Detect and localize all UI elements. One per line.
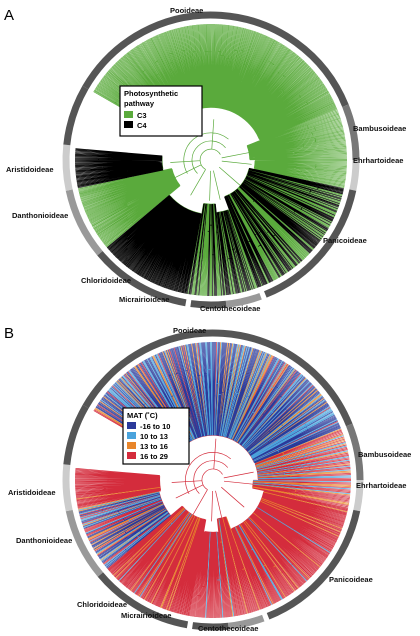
clade-ring-segment — [192, 622, 229, 631]
legend-title-a-line2: pathway — [124, 99, 155, 108]
clade-label-danthonioideae: Danthonioideae — [12, 211, 68, 220]
clade-ring-segment — [349, 159, 360, 191]
clade-label-aristidoideae-b: Aristidoideae — [8, 488, 56, 497]
clade-ring-segment — [190, 300, 227, 309]
clade-ring-segment — [227, 614, 265, 630]
clade-label-bambusoideae: Bambusoideae — [353, 124, 406, 133]
legend-b: MAT (˚C) -16 to 10 10 to 13 13 to 16 16 … — [122, 407, 190, 465]
clade-ring-segment — [346, 423, 364, 481]
clade-label-chloridoideae-b: Chloridoideae — [77, 600, 127, 609]
legend-label-mat-1: -16 to 10 — [140, 422, 170, 431]
clade-ring-segment — [62, 144, 73, 191]
clade-ring-segment — [97, 572, 189, 629]
clade-ring-b — [62, 329, 364, 631]
clade-ring-segment — [62, 464, 73, 512]
clade-label-ehrhartoideae-b: Ehrhartoideae — [356, 481, 406, 490]
clade-ring-segment — [353, 479, 364, 512]
clade-ring-segment — [65, 189, 103, 256]
clade-label-pooideae: Pooideae — [170, 6, 203, 15]
clade-label-aristidoideae: Aristidoideae — [6, 165, 54, 174]
clade-ring-segment — [225, 292, 262, 308]
legend-swatch-mat-3 — [127, 442, 136, 449]
clade-label-pooideae-b: Pooideae — [173, 326, 206, 335]
clade-ring-a — [62, 11, 360, 309]
legend-swatch-c4 — [124, 121, 133, 128]
panel-letter-b: B — [4, 325, 14, 342]
clade-label-centothecoideae-b: Centothecoideae — [198, 624, 258, 633]
clade-label-panicoideae: Panicoideae — [323, 236, 367, 245]
clade-label-micrairioideae-b: Micrairioideae — [121, 611, 171, 620]
clade-label-micrairioideae: Micrairioideae — [119, 295, 169, 304]
legend-box-a — [119, 85, 203, 137]
clade-label-bambusoideae-b: Bambusoideae — [358, 450, 411, 459]
clade-ring-segment — [264, 189, 357, 298]
legend-label-mat-4: 16 to 29 — [140, 452, 168, 461]
tree-b — [74, 341, 352, 619]
panel-a: A Pooideae Bambusoideae Ehrhartoideae Pa… — [4, 6, 406, 313]
legend-title-b: MAT (˚C) — [127, 411, 158, 420]
legend-label-c3: C3 — [137, 111, 147, 120]
legend-swatch-mat-2 — [127, 432, 136, 439]
clade-ring-segment — [82, 11, 349, 107]
clade-ring-segment — [266, 509, 361, 620]
clade-ring-segment — [342, 104, 360, 161]
tree-branches — [74, 148, 344, 297]
clade-ring-segment — [63, 404, 89, 466]
legend-a: Photosynthetic pathway C3 C4 — [119, 85, 203, 137]
clade-ring-segment — [65, 509, 104, 577]
legend-swatch-mat-4 — [127, 452, 136, 459]
legend-swatch-mat-1 — [127, 422, 136, 429]
clade-ring-segment — [82, 329, 353, 427]
clade-label-ehrhartoideae: Ehrhartoideae — [353, 156, 403, 165]
panel-b: B Pooideae Bambusoideae Ehrhartoideae Pa… — [4, 325, 411, 633]
legend-swatch-c3 — [124, 111, 133, 118]
tree-a — [74, 23, 348, 297]
clade-ring-segment — [97, 250, 187, 307]
clade-label-chloridoideae: Chloridoideae — [81, 276, 131, 285]
legend-label-c4: C4 — [137, 121, 147, 130]
legend-label-mat-2: 10 to 13 — [140, 432, 168, 441]
clade-label-danthonioideae-b: Danthonioideae — [16, 536, 72, 545]
clade-ring-segment — [63, 85, 89, 146]
clade-label-panicoideae-b: Panicoideae — [329, 575, 373, 584]
panel-letter-a: A — [4, 7, 14, 24]
legend-label-mat-3: 13 to 16 — [140, 442, 168, 451]
clade-label-centothecoideae: Centothecoideae — [200, 304, 260, 313]
legend-title-a-line1: Photosynthetic — [124, 89, 178, 98]
